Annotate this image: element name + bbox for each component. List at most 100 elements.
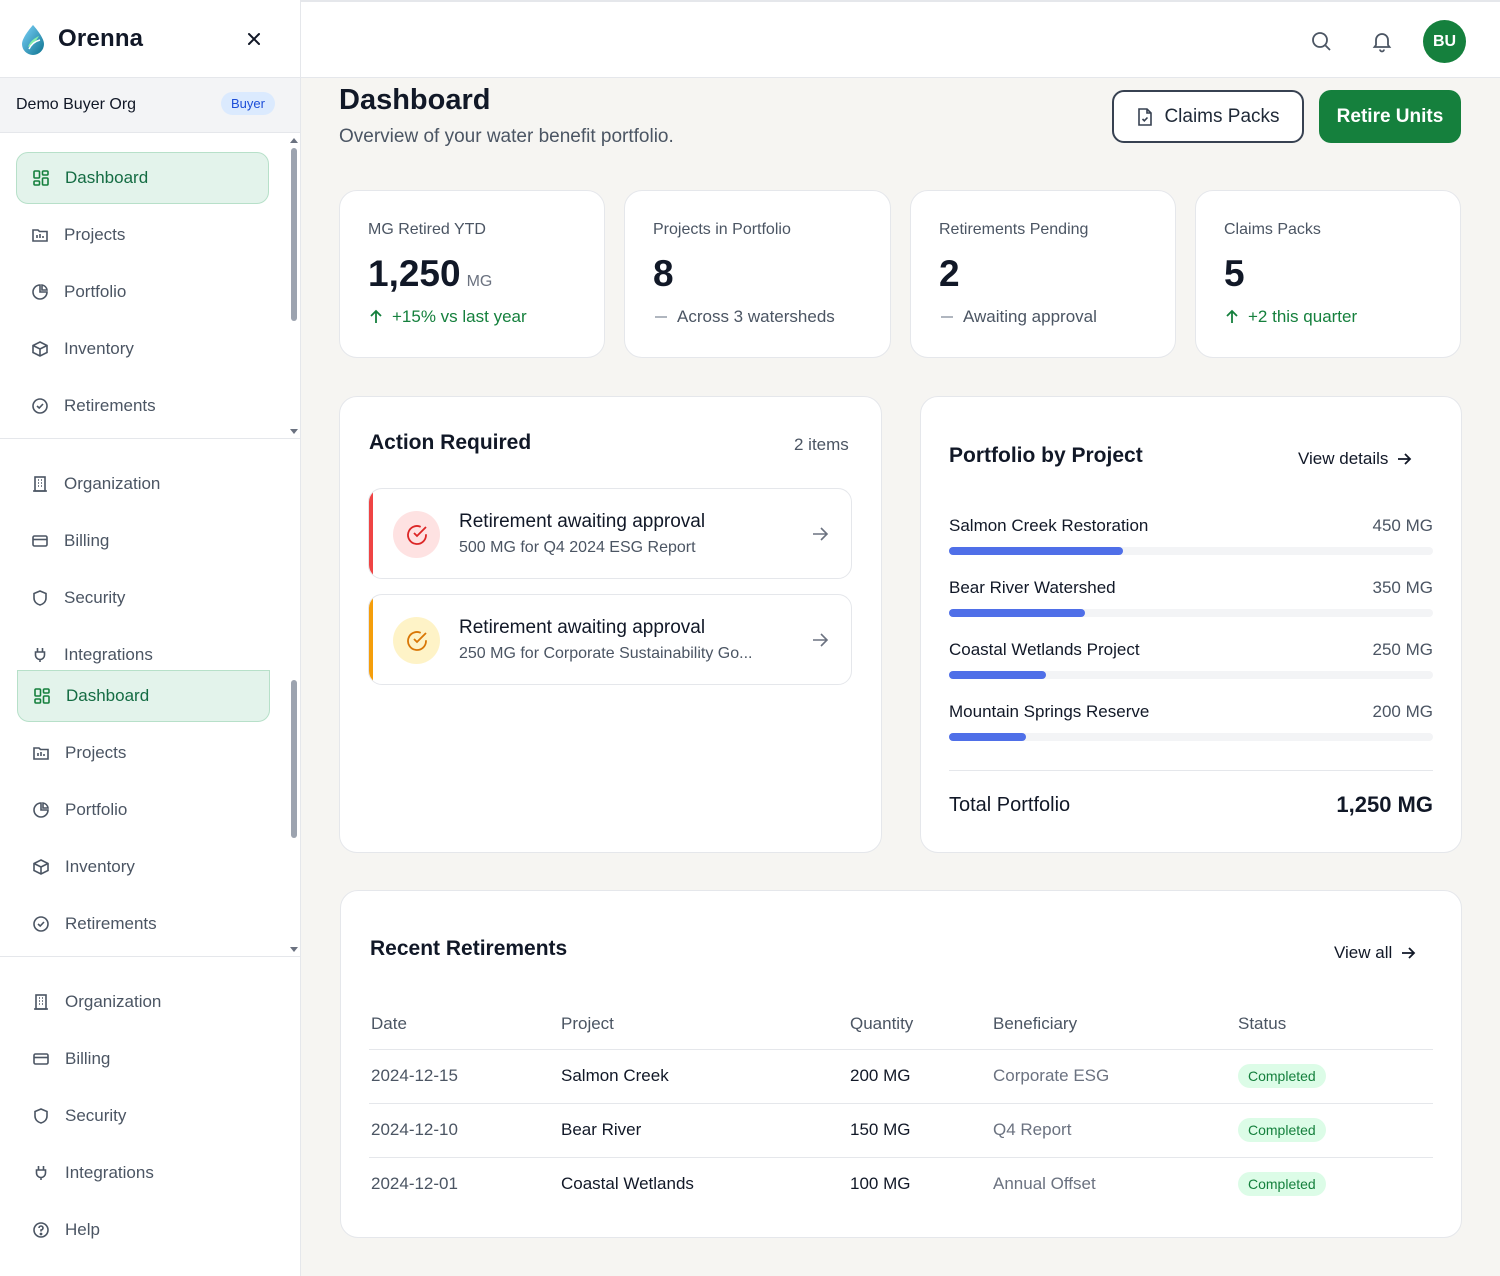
action-item[interactable]: Retirement awaiting approval 250 MG for … [368, 594, 852, 685]
table-row[interactable]: 2024-12-15 Salmon Creek 200 MG Corporate… [369, 1049, 1433, 1104]
top-bar: BU [301, 0, 1500, 78]
sidebar-item-label: Inventory [64, 339, 134, 358]
building-icon [32, 993, 50, 1011]
help-circle-icon [32, 1221, 50, 1239]
progress-track [949, 733, 1433, 741]
action-items-count: 2 items [794, 435, 849, 454]
grid-icon [32, 169, 50, 187]
column-header-quantity[interactable]: Quantity [848, 999, 991, 1050]
action-item[interactable]: Retirement awaiting approval 500 MG for … [368, 488, 852, 579]
cell-quantity: 100 MG [850, 1174, 911, 1194]
sidebar-item-projects[interactable]: Projects [16, 209, 269, 261]
table-row[interactable]: 2024-12-10 Bear River 150 MG Q4 Report C… [369, 1103, 1433, 1158]
stat-label: Claims Packs [1224, 221, 1321, 238]
column-header-status[interactable]: Status [1236, 999, 1433, 1050]
sidebar-divider [0, 956, 300, 957]
cell-date: 2024-12-15 [369, 1049, 559, 1104]
sidebar-item-label: Security [64, 588, 126, 607]
table-row[interactable]: 2024-12-01 Coastal Wetlands 100 MG Annua… [369, 1157, 1433, 1211]
sidebar-item-billing-duplicate[interactable]: Billing [17, 1033, 270, 1085]
total-portfolio-value: 1,250 MG [1336, 792, 1433, 817]
stat-value: 8 [653, 253, 674, 294]
sidebar-item-portfolio-duplicate[interactable]: Portfolio [17, 784, 270, 836]
sidebar-item-label: Integrations [65, 1163, 154, 1182]
role-badge: Buyer [221, 92, 275, 115]
sidebar-item-security-duplicate[interactable]: Security [17, 1090, 270, 1142]
scroll-up-arrow-icon[interactable] [290, 138, 298, 143]
arrow-right-icon [1388, 451, 1412, 467]
cell-beneficiary: Q4 Report [991, 1103, 1236, 1158]
folder-icon [31, 226, 49, 244]
building-icon [31, 475, 49, 493]
credit-card-icon [32, 1050, 50, 1068]
sidebar-item-projects-duplicate[interactable]: Projects [17, 727, 270, 779]
sidebar-item-integrations[interactable]: Integrations [16, 629, 269, 681]
stat-value: 5 [1224, 253, 1245, 294]
plug-icon [31, 646, 49, 664]
sidebar-scrollbar[interactable] [291, 148, 297, 321]
action-item-subtitle: 500 MG for Q4 2024 ESG Report [459, 539, 696, 556]
view-all-link[interactable]: View all [1334, 943, 1416, 963]
grid-icon [33, 687, 51, 705]
cell-quantity: 200 MG [848, 1049, 991, 1104]
sidebar-item-inventory-duplicate[interactable]: Inventory [17, 841, 270, 893]
sidebar-item-label: Help [65, 1220, 100, 1239]
cell-project: Coastal Wetlands [561, 1174, 694, 1194]
plug-icon [32, 1164, 50, 1182]
sidebar-scrollbar-duplicate[interactable] [291, 680, 297, 838]
sidebar-item-label: Organization [65, 992, 162, 1011]
view-all-label: View all [1334, 943, 1393, 962]
bell-icon[interactable] [1370, 29, 1394, 53]
box-icon [31, 340, 49, 358]
close-sidebar-icon[interactable] [244, 29, 264, 49]
sidebar-item-integrations-duplicate[interactable]: Integrations [17, 1147, 270, 1199]
search-icon[interactable] [1309, 29, 1333, 53]
sidebar-item-label: Projects [64, 225, 126, 244]
sidebar-item-dashboard-duplicate[interactable]: Dashboard [17, 670, 270, 722]
org-name: Demo Buyer Org [16, 96, 137, 113]
user-avatar[interactable]: BU [1423, 20, 1466, 63]
sidebar-item-inventory[interactable]: Inventory [16, 323, 269, 375]
sidebar-item-help[interactable]: Help [17, 1204, 270, 1256]
arrow-right-icon [810, 524, 830, 544]
cell-date: 2024-12-01 [371, 1174, 458, 1194]
portfolio-by-project-card: Portfolio by Project View details Salmon… [920, 396, 1462, 853]
sidebar-item-portfolio[interactable]: Portfolio [16, 266, 269, 318]
project-value: 450 MG [1372, 516, 1433, 535]
org-switcher[interactable]: Demo Buyer Org Buyer [0, 78, 300, 133]
app-name: Orenna [58, 24, 144, 52]
sidebar-item-dashboard[interactable]: Dashboard [16, 152, 269, 204]
shield-icon [31, 589, 49, 607]
claims-packs-button[interactable]: Claims Packs [1112, 90, 1304, 143]
sidebar-item-security[interactable]: Security [16, 572, 269, 624]
view-details-link[interactable]: View details [1298, 449, 1412, 469]
stat-trend-text: +15% vs last year [392, 307, 527, 326]
sidebar-item-label: Dashboard [65, 168, 149, 187]
column-header-date[interactable]: Date [369, 999, 559, 1050]
retire-units-button[interactable]: Retire Units [1319, 90, 1461, 143]
sidebar-item-billing[interactable]: Billing [16, 515, 269, 567]
progress-track [949, 609, 1433, 617]
water-drop-logo-icon [18, 23, 48, 55]
stat-label: Projects in Portfolio [653, 221, 791, 238]
scroll-down-arrow-icon[interactable] [290, 947, 298, 952]
cell-status: Completed [1236, 1157, 1433, 1211]
sidebar-item-label: Projects [65, 743, 127, 762]
scroll-down-arrow-icon[interactable] [290, 429, 298, 434]
cell-status: Completed [1236, 1049, 1433, 1104]
recent-retirements-card: Recent Retirements View all Date Project… [340, 890, 1462, 1238]
sidebar-item-organization-duplicate[interactable]: Organization [17, 976, 270, 1028]
cell-beneficiary: Corporate ESG [991, 1049, 1236, 1104]
action-item-subtitle: 250 MG for Corporate Sustainability Go..… [459, 645, 753, 662]
column-header-beneficiary[interactable]: Beneficiary [991, 999, 1236, 1050]
action-required-title: Action Required [369, 431, 532, 454]
sidebar-item-organization[interactable]: Organization [16, 458, 269, 510]
stat-value: 2 [939, 253, 960, 294]
project-value: 250 MG [1372, 640, 1433, 659]
column-header-project[interactable]: Project [559, 999, 848, 1050]
sidebar-item-retirements[interactable]: Retirements [16, 380, 269, 432]
project-name: Mountain Springs Reserve [949, 702, 1150, 721]
page-subtitle: Overview of your water benefit portfolio… [339, 126, 674, 147]
sidebar-item-retirements-duplicate[interactable]: Retirements [17, 898, 270, 950]
check-circle-icon [32, 915, 50, 933]
